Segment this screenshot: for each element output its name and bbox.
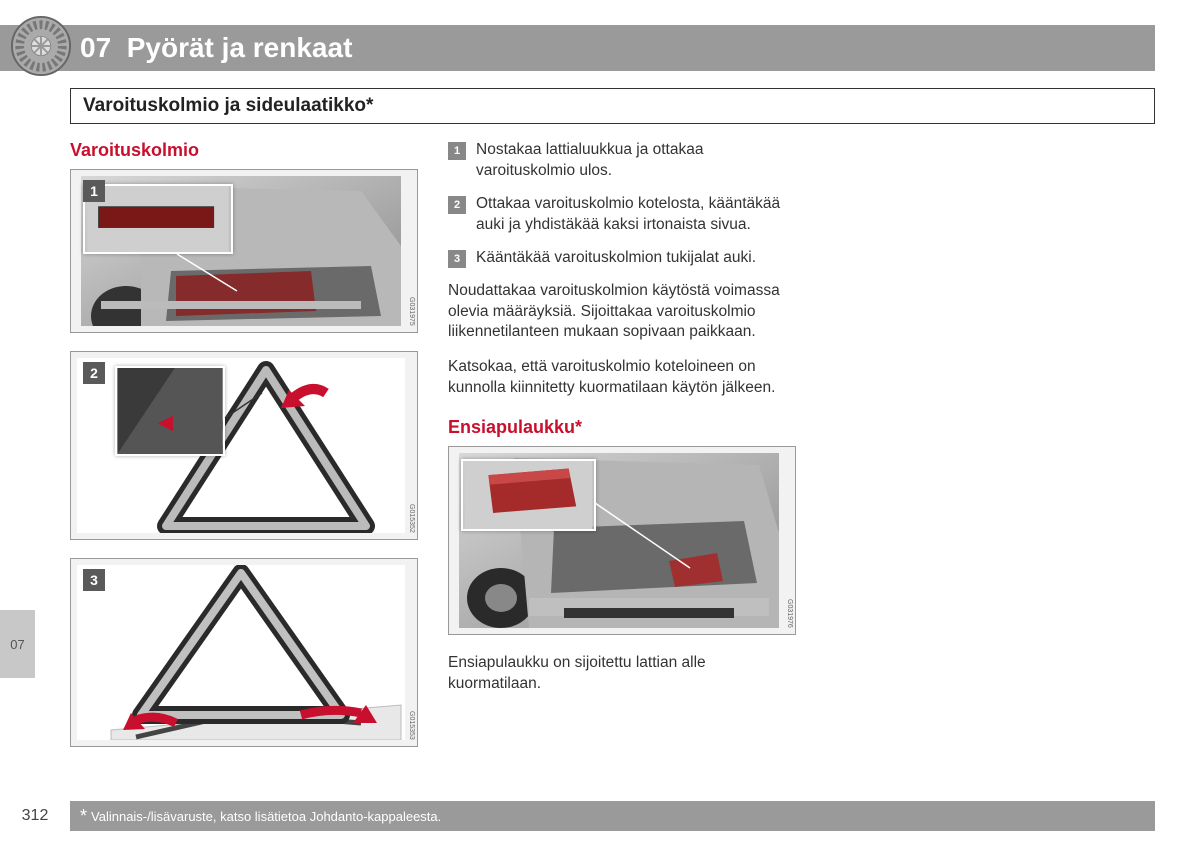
figure-badge-2: 2 bbox=[83, 362, 105, 384]
figure-ref-1: G031975 bbox=[408, 297, 415, 326]
step-2: 2 Ottakaa varoituskolmio kotelosta, kään… bbox=[448, 194, 796, 236]
side-tab: 07 bbox=[0, 610, 35, 678]
paragraph-2: Katsokaa, että varoituskolmio koteloinee… bbox=[448, 357, 796, 399]
footer-text: Valinnais-/lisävaruste, katso lisätietoa… bbox=[91, 809, 441, 824]
step-num-3: 3 bbox=[448, 250, 466, 268]
step-text-2: Ottakaa varoituskolmio kotelosta, kääntä… bbox=[476, 194, 796, 236]
page-number: 312 bbox=[0, 801, 70, 831]
chapter-number: 07 bbox=[80, 32, 111, 63]
step-num-1: 1 bbox=[448, 142, 466, 160]
section-title-varoituskolmio: Varoituskolmio bbox=[70, 140, 418, 161]
step-text-3: Kääntäkää varoituskolmion tukijalat auki… bbox=[476, 248, 756, 269]
chapter-header: 07 Pyörät ja renkaat bbox=[0, 25, 1155, 71]
figure-ref-4: G031976 bbox=[786, 599, 793, 628]
column-middle: 1 Nostakaa lattialuukkua ja ottakaa varo… bbox=[448, 140, 796, 765]
step-1: 1 Nostakaa lattialuukkua ja ottakaa varo… bbox=[448, 140, 796, 182]
figure-ref-3: G015353 bbox=[408, 711, 415, 740]
figure-badge-1: 1 bbox=[83, 180, 105, 202]
figure-1: 1 bbox=[70, 169, 418, 333]
paragraph-1: Noudattakaa varoituskolmion käytöstä voi… bbox=[448, 281, 796, 344]
chapter-title: Pyörät ja renkaat bbox=[127, 32, 353, 63]
page-content: Varoituskolmio 1 bbox=[70, 140, 796, 765]
figure-ref-2: G015352 bbox=[408, 504, 415, 533]
figure-3: 3 G015353 bbox=[70, 558, 418, 747]
footer: 312 * Valinnais-/lisävaruste, katso lisä… bbox=[0, 801, 1155, 831]
column-left: Varoituskolmio 1 bbox=[70, 140, 418, 765]
figure-badge-3: 3 bbox=[83, 569, 105, 591]
tire-icon bbox=[10, 15, 72, 77]
step-text-1: Nostakaa lattialuukkua ja ottakaa varoit… bbox=[476, 140, 796, 182]
figure-4-caption: Ensiapulaukku on sijoitettu lattian alle… bbox=[448, 653, 796, 695]
step-num-2: 2 bbox=[448, 196, 466, 214]
section-heading: Varoituskolmio ja sideulaatikko* bbox=[70, 88, 1155, 124]
footer-asterisk: * bbox=[80, 806, 87, 827]
step-3: 3 Kääntäkää varoituskolmion tukijalat au… bbox=[448, 248, 796, 269]
figure-4: G031976 bbox=[448, 446, 796, 635]
figure-2: 2 G015352 bbox=[70, 351, 418, 540]
section-title-ensiapulaukku: Ensiapulaukku* bbox=[448, 417, 796, 438]
